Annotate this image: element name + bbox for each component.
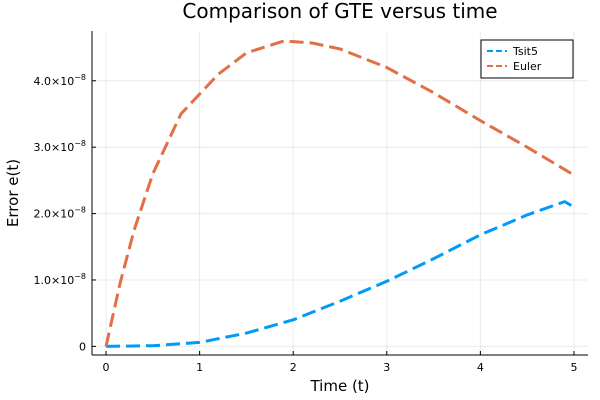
grid-layer	[92, 31, 588, 355]
x-axis-label: Time (t)	[309, 377, 369, 395]
x-tick-label: 3	[383, 361, 390, 374]
y-axis-label: Error e(t)	[4, 159, 22, 227]
x-tick-label: 1	[196, 361, 203, 374]
axes-layer: 0 1 2 3 4 5 0 1.0×10−8 2.0×10−8 3.0×10−8 4.0×10−8	[33, 31, 588, 374]
chart-title: Comparison of GTE versus time	[182, 0, 497, 23]
series-line-tsit5	[106, 200, 575, 348]
y-tick-label: 0	[79, 340, 86, 353]
series-layer	[104, 39, 575, 348]
x-tick-label: 0	[103, 361, 110, 374]
legend-label-tsit5: Tsit5	[512, 45, 538, 58]
series-line-euler	[104, 39, 575, 347]
x-tick-label: 5	[570, 361, 577, 374]
y-tick-label: 3.0×10−8	[33, 139, 86, 154]
legend: Tsit5 Euler	[480, 39, 574, 79]
x-tick-label: 2	[290, 361, 297, 374]
y-tick-label: 1.0×10−8	[33, 272, 86, 287]
legend-box	[480, 39, 574, 79]
y-tick-label: 2.0×10−8	[33, 206, 86, 221]
legend-label-euler: Euler	[513, 60, 542, 73]
y-tick-label: 4.0×10−8	[33, 73, 86, 88]
x-tick-label: 4	[477, 361, 484, 374]
